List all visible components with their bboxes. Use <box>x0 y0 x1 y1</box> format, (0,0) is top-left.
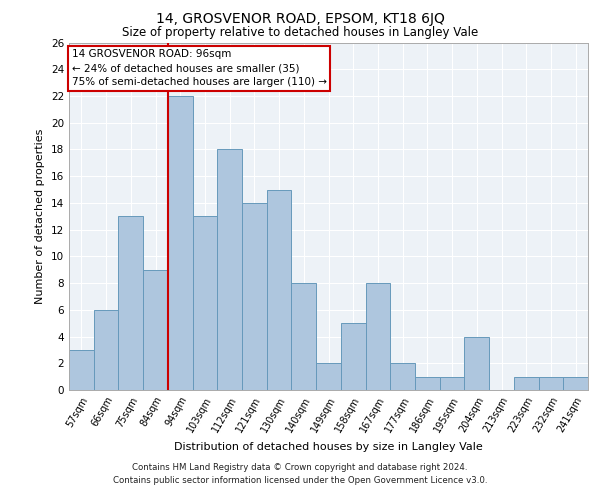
Text: 14 GROSVENOR ROAD: 96sqm
← 24% of detached houses are smaller (35)
75% of semi-d: 14 GROSVENOR ROAD: 96sqm ← 24% of detach… <box>71 50 326 88</box>
Bar <box>415 376 440 390</box>
Bar <box>539 376 563 390</box>
Bar <box>292 283 316 390</box>
Bar <box>193 216 217 390</box>
Bar <box>390 364 415 390</box>
Bar <box>464 336 489 390</box>
Bar <box>514 376 539 390</box>
Text: Contains HM Land Registry data © Crown copyright and database right 2024.: Contains HM Land Registry data © Crown c… <box>132 464 468 472</box>
Text: Contains public sector information licensed under the Open Government Licence v3: Contains public sector information licen… <box>113 476 487 485</box>
Bar <box>69 350 94 390</box>
Bar <box>242 203 267 390</box>
Bar <box>94 310 118 390</box>
Bar <box>316 364 341 390</box>
Bar <box>118 216 143 390</box>
Bar <box>143 270 168 390</box>
X-axis label: Distribution of detached houses by size in Langley Vale: Distribution of detached houses by size … <box>174 442 483 452</box>
Bar <box>217 150 242 390</box>
Text: Size of property relative to detached houses in Langley Vale: Size of property relative to detached ho… <box>122 26 478 39</box>
Bar <box>365 283 390 390</box>
Y-axis label: Number of detached properties: Number of detached properties <box>35 128 46 304</box>
Text: 14, GROSVENOR ROAD, EPSOM, KT18 6JQ: 14, GROSVENOR ROAD, EPSOM, KT18 6JQ <box>155 12 445 26</box>
Bar <box>341 323 365 390</box>
Bar <box>440 376 464 390</box>
Bar <box>168 96 193 390</box>
Bar <box>267 190 292 390</box>
Bar <box>563 376 588 390</box>
